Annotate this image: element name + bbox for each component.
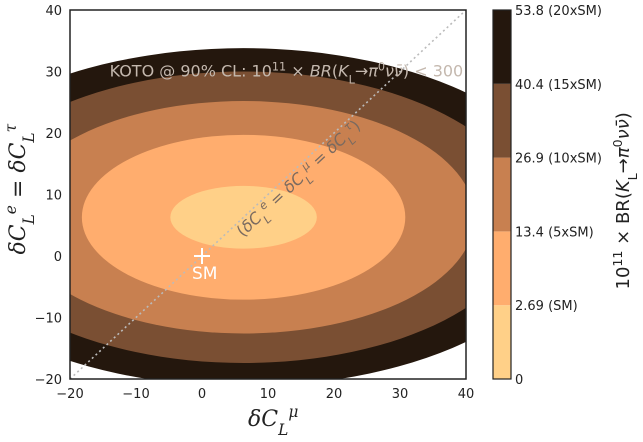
x-tick-label: −20	[56, 387, 83, 402]
colorbar-tick-label: 2.69 (SM)	[515, 299, 578, 314]
colorbar-tick-label: 0	[515, 373, 523, 388]
y-tick-label: 30	[45, 66, 62, 81]
y-tick-label: 0	[54, 250, 62, 265]
colorbar-tick-label: 13.4 (5xSM)	[515, 225, 594, 240]
colorbar-tick-label: 53.8 (20xSM)	[515, 4, 602, 19]
contour-band-2.69–13.4	[170, 185, 317, 249]
x-axis-label: δCLμ	[248, 403, 298, 439]
colorbar-segment	[493, 10, 511, 84]
colorbar-segment	[493, 83, 511, 158]
x-tick-label: 0	[198, 387, 206, 402]
sm-label: SM	[192, 264, 217, 284]
y-tick-label: 40	[45, 4, 62, 19]
colorbar-tick-label: 40.4 (15xSM)	[515, 78, 602, 93]
x-tick-label: 20	[326, 387, 343, 402]
colorbar-frame	[492, 9, 512, 380]
colorbar-label: 1011 × BR(KL→π0νν̄)	[610, 112, 640, 289]
y-tick-label: 10	[45, 189, 62, 204]
y-tick-label: −10	[35, 312, 62, 327]
y-tick-label: −20	[35, 373, 62, 388]
y-axis-label: δCLe = δCLτ	[2, 123, 38, 254]
contour-bands	[70, 48, 466, 379]
x-tick-label: 30	[392, 387, 409, 402]
x-tick-label: −10	[122, 387, 149, 402]
x-tick-label: 40	[458, 387, 475, 402]
colorbar-segment	[493, 231, 511, 306]
plot-area: (δCLe = δCLμ = δCLτ) KOTO @ 90% CL: 1011…	[70, 10, 466, 379]
sm-marker	[194, 248, 210, 264]
y-tick-label: 20	[45, 127, 62, 142]
diagonal-line	[70, 10, 466, 379]
colorbar-segment	[493, 157, 511, 232]
koto-annotation: KOTO @ 90% CL: 1011 × BR(KL→π0νν̄) < 300	[110, 60, 464, 86]
colorbar-tick-label: 26.9 (10xSM)	[515, 152, 602, 167]
colorbar: 0 2.69 (SM) 13.4 (5xSM) 26.9 (10xSM) 40.4 (1…	[492, 4, 602, 388]
x-axis-ticks: −20 −10 0 10 20 30 40	[56, 387, 474, 402]
y-axis-ticks: −20 −10 0 10 20 30 40	[35, 4, 62, 388]
plot-frame	[69, 9, 467, 380]
colorbar-segment	[493, 305, 511, 379]
x-tick-label: 10	[260, 387, 277, 402]
